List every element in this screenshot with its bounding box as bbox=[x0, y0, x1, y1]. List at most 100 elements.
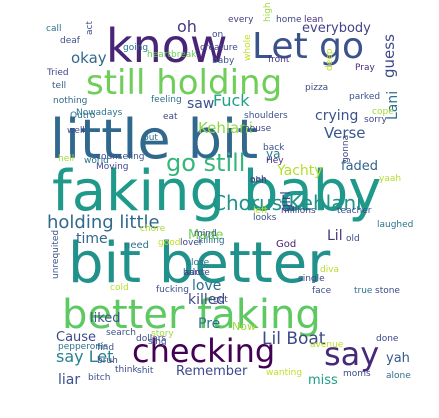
cloud-word: time bbox=[76, 231, 108, 247]
cloud-word: tell bbox=[52, 81, 66, 91]
cloud-word: home bbox=[276, 15, 302, 25]
cloud-word: Lil bbox=[327, 228, 343, 244]
cloud-word: story bbox=[151, 329, 174, 339]
cloud-word: sorry bbox=[364, 115, 387, 125]
cloud-word: world bbox=[84, 156, 109, 166]
cloud-word: teacher bbox=[337, 206, 372, 216]
cloud-word: Moving bbox=[96, 162, 129, 172]
cloud-word: unrequited bbox=[51, 230, 61, 279]
cloud-word: saw bbox=[187, 96, 214, 112]
cloud-word: faded bbox=[341, 159, 378, 174]
cloud-word: done bbox=[376, 334, 399, 344]
cloud-word: God bbox=[276, 239, 296, 250]
cloud-word: cold bbox=[110, 283, 129, 293]
cloud-word: Made bbox=[188, 228, 223, 243]
cloud-word: ohh bbox=[250, 176, 267, 186]
cloud-word: liar bbox=[58, 372, 80, 388]
cloud-word: yah bbox=[386, 351, 410, 366]
cloud-word: high bbox=[263, 2, 273, 22]
cloud-word: hard bbox=[183, 268, 203, 278]
cloud-word: Remember bbox=[176, 364, 248, 379]
cloud-word: wanting bbox=[266, 368, 302, 378]
cloud-word: millions bbox=[281, 206, 316, 216]
cloud-word: okay bbox=[71, 49, 107, 67]
cloud-word: call bbox=[46, 24, 61, 34]
cloud-word: nothing bbox=[53, 96, 87, 106]
cloud-word: Let go bbox=[252, 26, 364, 67]
cloud-word: go still bbox=[166, 149, 245, 177]
cloud-word: say Let bbox=[56, 347, 113, 366]
cloud-word: stone bbox=[375, 286, 400, 296]
cloud-word: eat bbox=[163, 112, 178, 122]
cloud-word: hell bbox=[58, 154, 74, 164]
cloud-word: Now bbox=[232, 320, 256, 333]
cloud-word: diva bbox=[320, 265, 339, 275]
cloud-word: oh bbox=[177, 17, 197, 36]
cloud-word: left bbox=[253, 206, 268, 216]
cloud-word: heartbreak bbox=[147, 50, 197, 60]
cloud-word: lover bbox=[180, 238, 203, 248]
cloud-word: pepperonis bbox=[58, 342, 108, 352]
cloud-word: avenue bbox=[310, 340, 344, 350]
cloud-word: cope bbox=[372, 107, 394, 117]
cloud-word: every bbox=[228, 15, 254, 25]
cloud-word: face bbox=[312, 286, 332, 296]
cloud-word: good bbox=[158, 238, 180, 248]
cloud-word: bitch bbox=[88, 373, 110, 383]
cloud-word: find bbox=[97, 343, 114, 353]
cloud-word: put bbox=[143, 133, 158, 143]
cloud-word: Yachty bbox=[276, 163, 323, 179]
cloud-word: close bbox=[186, 258, 210, 268]
cloud-word: Tried bbox=[46, 68, 69, 78]
cloud-word: old bbox=[346, 234, 360, 244]
cloud-word: going bbox=[123, 43, 148, 53]
cloud-word: feeling bbox=[151, 95, 182, 105]
cloud-word: bruh bbox=[97, 356, 118, 366]
cloud-word: Hey bbox=[266, 156, 284, 166]
cloud-word: back bbox=[263, 143, 285, 153]
cloud-word: Fuck bbox=[213, 91, 250, 110]
cloud-word: well bbox=[67, 126, 85, 136]
cloud-word: lean bbox=[304, 15, 323, 25]
cloud-word: pizza bbox=[305, 83, 328, 93]
cloud-word: faking baby bbox=[52, 159, 381, 224]
cloud-word: Nowadays bbox=[76, 108, 123, 118]
cloud-word: Lil Boat bbox=[262, 329, 326, 349]
cloud-word: love bbox=[192, 278, 221, 294]
cloud-word: creature bbox=[200, 43, 238, 53]
cloud-word: counseling bbox=[96, 152, 145, 162]
cloud-word: killing bbox=[198, 236, 225, 246]
cloud-word: yaah bbox=[379, 174, 401, 184]
cloud-word: miss bbox=[308, 373, 338, 388]
cloud-word: liked bbox=[90, 311, 121, 326]
cloud-word: shit bbox=[137, 366, 154, 376]
cloud-word: say bbox=[324, 335, 379, 373]
cloud-word: dollars bbox=[136, 334, 166, 344]
cloud-word: shoulders bbox=[244, 111, 288, 121]
cloud-word: Pre bbox=[198, 316, 220, 332]
cloud-word: chore bbox=[140, 224, 166, 234]
cloud-word: girl bbox=[279, 191, 294, 212]
cloud-word: gonna bbox=[341, 135, 351, 163]
cloud-word: need bbox=[124, 240, 149, 251]
cloud-word: holding little bbox=[47, 212, 160, 233]
cloud-word: got bbox=[213, 295, 228, 305]
cloud-word: mind bbox=[194, 229, 217, 239]
cloud-word: alone bbox=[386, 371, 411, 381]
cloud-word: still holding bbox=[86, 63, 282, 103]
cloud-word: act bbox=[85, 21, 95, 35]
cloud-word: house bbox=[244, 124, 272, 134]
cloud-word: everybody bbox=[302, 21, 371, 36]
cloud-word: looks bbox=[253, 213, 277, 223]
cloud-word: single bbox=[298, 274, 325, 284]
cloud-word: deaf bbox=[60, 36, 81, 46]
cloud-word: Chorus Kehlani bbox=[212, 191, 362, 215]
cloud-word: Pray bbox=[355, 63, 375, 73]
cloud-word: killed bbox=[188, 292, 225, 308]
cloud-word: deep bbox=[325, 48, 335, 71]
cloud-word: think bbox=[115, 365, 138, 375]
cloud-word: baby bbox=[212, 56, 235, 66]
cloud-word: laughed bbox=[377, 220, 413, 230]
cloud-word: little bit bbox=[50, 108, 258, 171]
